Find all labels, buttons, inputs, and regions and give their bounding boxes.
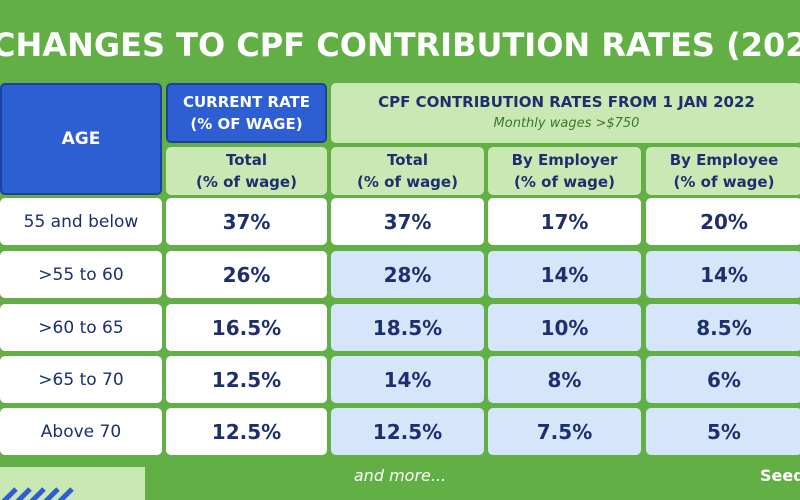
rate-cell: 14% — [488, 251, 641, 298]
rate-cell: 10% — [488, 304, 641, 351]
age-cell-text: >60 to 65 — [38, 317, 124, 338]
subheader-text: (% of wage) — [357, 173, 458, 191]
age-cell-text: Above 70 — [40, 421, 122, 442]
rate-cell: 18.5% — [331, 304, 484, 351]
subheader: Total (% of wage) — [166, 147, 327, 195]
rate-cell-text: 17% — [540, 209, 589, 234]
rate-cell: 14% — [646, 251, 800, 298]
logo: Seed — [760, 466, 800, 485]
rate-cell-text: 12.5% — [372, 419, 443, 444]
rate-cell-text: 5% — [707, 419, 741, 444]
rate-cell-text: 14% — [383, 367, 432, 392]
age-cell-text: >55 to 60 — [38, 264, 124, 285]
stripes — [1, 487, 74, 500]
subheader: By Employer (% of wage) — [488, 147, 641, 195]
current-header: CURRENT RATE (% OF WAGE) — [166, 83, 327, 143]
rate-cell: 20% — [646, 198, 800, 245]
subheader-text: (% of wage) — [514, 173, 615, 191]
subheader-text: Total — [387, 151, 428, 169]
age-header: AGE — [0, 83, 162, 195]
age-cell: >55 to 60 — [0, 251, 162, 298]
subheader: By Employee (% of wage) — [646, 147, 800, 195]
rate-cell-text: 18.5% — [372, 315, 443, 340]
rate-cell-text: 37% — [383, 209, 432, 234]
subheader-text: (% of wage) — [196, 173, 297, 191]
rate-cell: 12.5% — [166, 356, 327, 403]
rate-cell: 5% — [646, 408, 800, 455]
subheader-text: Total — [226, 151, 267, 169]
new-header: CPF CONTRIBUTION RATES FROM 1 JAN 2022 Mo… — [331, 83, 800, 143]
rate-cell: 17% — [488, 198, 641, 245]
age-cell-text: 55 and below — [23, 211, 139, 232]
rate-cell-text: 16.5% — [211, 315, 282, 340]
new-header-text: CPF CONTRIBUTION RATES FROM 1 JAN 2022 — [378, 93, 755, 111]
more-text: and more... — [353, 466, 447, 485]
rate-cell: 16.5% — [166, 304, 327, 351]
rate-cell-text: 6% — [707, 367, 741, 392]
rate-cell: 14% — [331, 356, 484, 403]
subheader: Total (% of wage) — [331, 147, 484, 195]
rate-cell-text: 12.5% — [211, 367, 282, 392]
title: CHANGES TO CPF CONTRIBUTION RATES (2022) — [0, 26, 800, 64]
age-cell: Above 70 — [0, 408, 162, 455]
rate-cell: 37% — [331, 198, 484, 245]
rate-cell-text: 37% — [222, 209, 271, 234]
rate-cell: 12.5% — [331, 408, 484, 455]
current-header-text: CURRENT RATE — [182, 93, 311, 111]
rate-cell: 8.5% — [646, 304, 800, 351]
rate-cell-text: 20% — [700, 209, 748, 234]
current-header-text: (% OF WAGE) — [190, 115, 303, 133]
rate-cell: 37% — [166, 198, 327, 245]
rate-cell-text: 12.5% — [211, 419, 282, 444]
age-cell-text: >65 to 70 — [38, 369, 124, 390]
rate-cell-text: 8.5% — [696, 315, 752, 340]
rate-cell: 8% — [488, 356, 641, 403]
rate-cell: 12.5% — [166, 408, 327, 455]
subheader-text: By Employee — [669, 151, 779, 169]
rate-cell-text: 8% — [547, 367, 582, 392]
rate-cell-text: 28% — [383, 262, 432, 287]
subheader-text: (% of wage) — [673, 173, 775, 191]
rate-cell-text: 10% — [540, 315, 589, 340]
rate-cell: 6% — [646, 356, 800, 403]
rate-cell-text: 7.5% — [536, 419, 593, 444]
footer-box — [0, 467, 145, 500]
new-header-text: Monthly wages >$750 — [493, 116, 640, 131]
age-cell: >65 to 70 — [0, 356, 162, 403]
age-cell: 55 and below — [0, 198, 162, 245]
age-header-text: AGE — [61, 129, 101, 149]
rate-cell-text: 26% — [222, 262, 271, 287]
rate-cell: 26% — [166, 251, 327, 298]
rate-cell: 7.5% — [488, 408, 641, 455]
age-cell: >60 to 65 — [0, 304, 162, 351]
rate-cell: 28% — [331, 251, 484, 298]
subheader-text: By Employer — [511, 151, 618, 169]
rate-cell-text: 14% — [540, 262, 589, 287]
rate-cell-text: 14% — [700, 262, 748, 287]
